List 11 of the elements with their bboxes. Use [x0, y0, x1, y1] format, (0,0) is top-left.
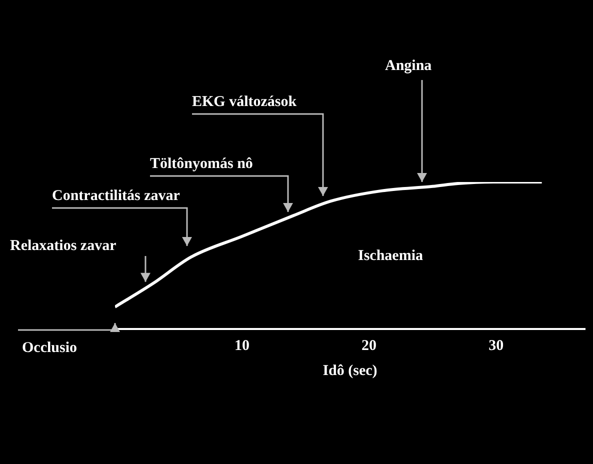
text: EKG változások — [192, 94, 298, 110]
x-axis-title: Idô (sec) — [322, 362, 378, 379]
x-tick-label: 10 — [234, 338, 250, 354]
annotation: Relaxatios zavar — [10, 238, 117, 254]
x-tick-label: 20 — [362, 338, 377, 354]
text: Angina — [385, 58, 432, 74]
x-tick-label: 30 — [488, 338, 504, 354]
annotation: Contractilitás zavar — [52, 188, 180, 204]
text: Töltônyomás nô — [150, 156, 253, 172]
annotation: Occlusio — [22, 340, 77, 356]
annotation: Ischaemia — [358, 248, 424, 264]
